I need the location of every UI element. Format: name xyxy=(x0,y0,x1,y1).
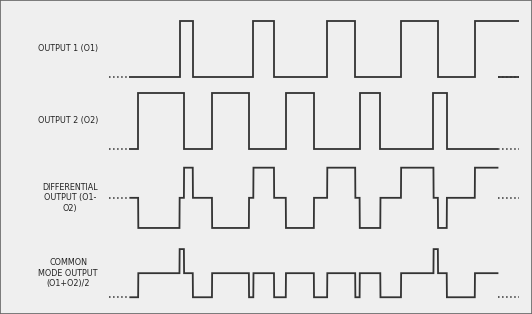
Text: OUTPUT 2 (O2): OUTPUT 2 (O2) xyxy=(38,116,98,125)
Text: DIFFERENTIAL
OUTPUT (O1-
O2): DIFFERENTIAL OUTPUT (O1- O2) xyxy=(43,183,98,213)
Text: OUTPUT 1 (O1): OUTPUT 1 (O1) xyxy=(38,44,98,53)
Text: COMMON
MODE OUTPUT
(O1+O2)/2: COMMON MODE OUTPUT (O1+O2)/2 xyxy=(38,258,98,288)
